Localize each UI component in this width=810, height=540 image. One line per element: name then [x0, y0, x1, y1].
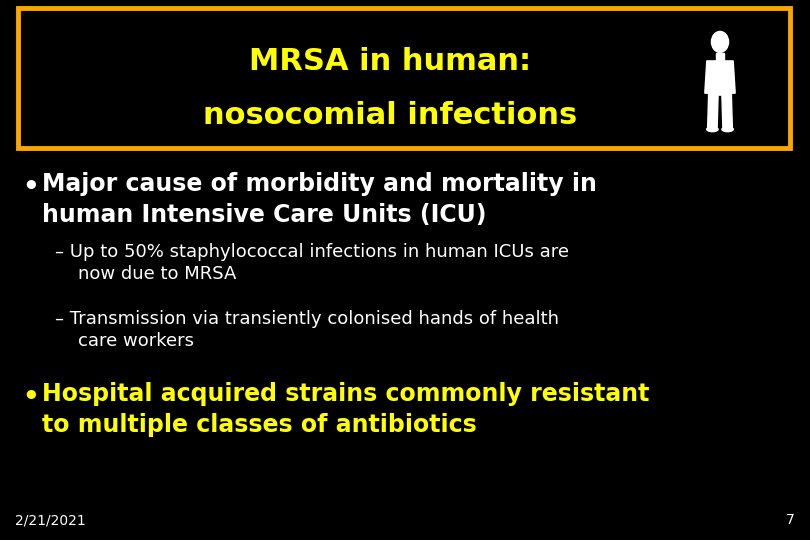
Ellipse shape — [711, 31, 728, 52]
Text: •: • — [22, 385, 39, 411]
Ellipse shape — [706, 127, 718, 132]
Text: 7: 7 — [787, 513, 795, 527]
Bar — [716, 53, 724, 61]
Polygon shape — [708, 95, 718, 127]
Polygon shape — [727, 63, 735, 93]
Text: Hospital acquired strains commonly resistant
to multiple classes of antibiotics: Hospital acquired strains commonly resis… — [42, 382, 650, 437]
Polygon shape — [722, 95, 732, 127]
Polygon shape — [706, 61, 733, 95]
Text: – Transmission via transiently colonised hands of health
    care workers: – Transmission via transiently colonised… — [55, 310, 559, 350]
Text: Major cause of morbidity and mortality in
human Intensive Care Units (ICU): Major cause of morbidity and mortality i… — [42, 172, 597, 227]
Text: nosocomial infections: nosocomial infections — [202, 100, 577, 130]
Text: •: • — [22, 175, 39, 201]
Bar — [18, 8, 790, 148]
Polygon shape — [705, 63, 713, 93]
Text: – Up to 50% staphylococcal infections in human ICUs are
    now due to MRSA: – Up to 50% staphylococcal infections in… — [55, 243, 569, 283]
Ellipse shape — [722, 127, 733, 132]
Text: MRSA in human:: MRSA in human: — [249, 48, 531, 77]
Text: 2/21/2021: 2/21/2021 — [15, 513, 86, 527]
